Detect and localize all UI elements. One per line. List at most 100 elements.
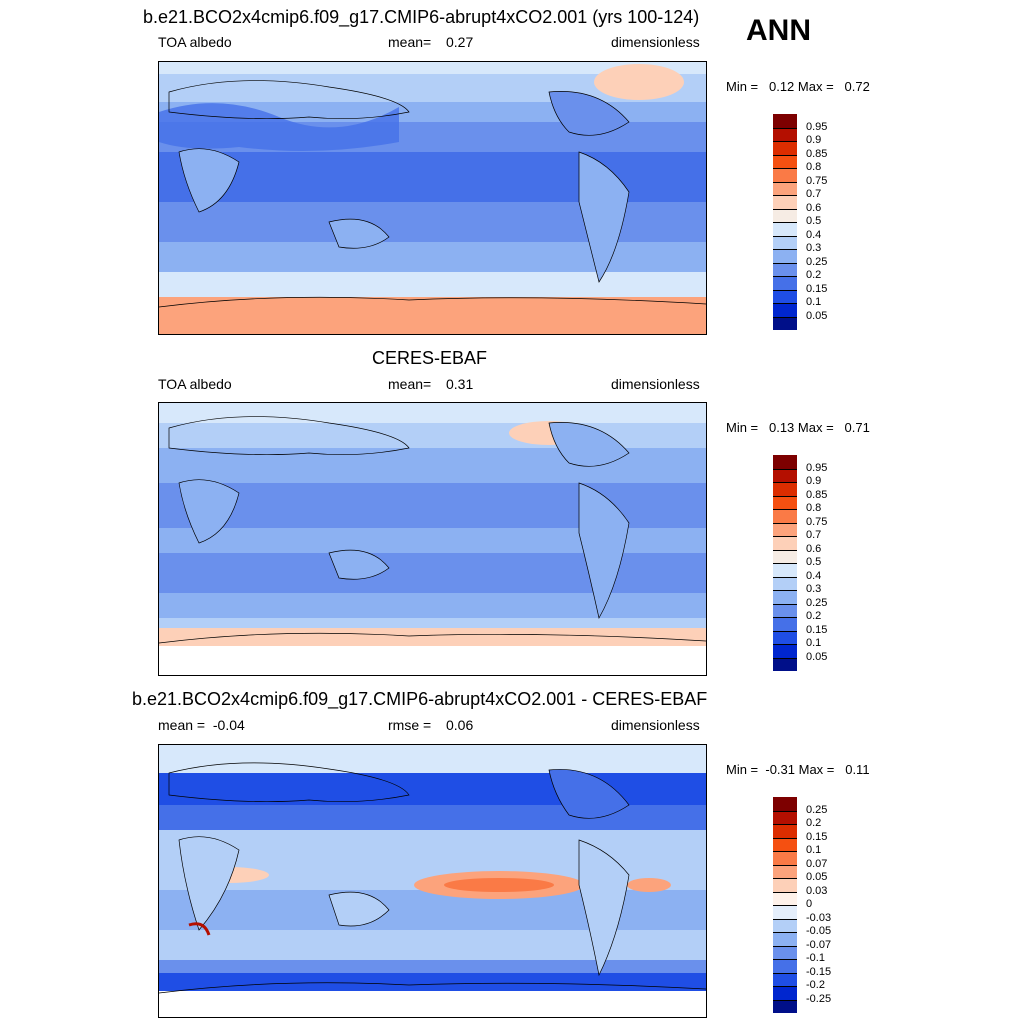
colorbar-swatch — [773, 905, 797, 919]
colorbar-level-label: 0.05 — [806, 309, 828, 322]
colorbar-level-label: 0 — [806, 898, 813, 910]
colorbar-swatch — [773, 168, 797, 182]
colorbar-level-label: 0.95 — [806, 461, 828, 474]
colorbar-swatch — [773, 932, 797, 946]
colorbar-level-label: -0.2 — [806, 979, 825, 991]
colorbar-level-label: 0.2 — [806, 610, 822, 622]
panel-3-map — [158, 744, 707, 1018]
colorbar-swatch — [773, 837, 797, 851]
panel-2-minmax: Min = 0.13 Max = 0.71 — [726, 420, 870, 435]
colorbar-swatch — [773, 644, 797, 658]
season-label: ANN — [746, 14, 811, 47]
colorbar-swatch — [773, 810, 797, 824]
colorbar-swatch — [773, 303, 797, 317]
colorbar-swatch — [773, 617, 797, 631]
panel-3-rmse-value: 0.06 — [446, 717, 474, 733]
colorbar-level-label: 0.07 — [806, 857, 828, 870]
colorbar-level-label: -0.05 — [806, 925, 832, 937]
colorbar-swatch — [773, 141, 797, 155]
colorbar-level-label: 0.5 — [806, 215, 822, 227]
colorbar-swatch — [773, 986, 797, 1000]
colorbar-level-label: 0.15 — [806, 623, 828, 636]
colorbar-swatch — [773, 127, 797, 141]
colorbar-level-label: 0.4 — [806, 228, 822, 241]
colorbar-swatch — [773, 262, 797, 276]
colorbar-level-label: 0.9 — [806, 134, 822, 146]
colorbar-level-label: 0.5 — [806, 556, 822, 568]
colorbar-swatch — [773, 590, 797, 604]
colorbar-level-label: 0.15 — [806, 830, 828, 843]
colorbar-level-label: 0.6 — [806, 201, 822, 214]
colorbar-swatch — [773, 603, 797, 617]
panel-3-mean: mean = -0.04 — [158, 717, 245, 733]
colorbar-swatch — [773, 824, 797, 838]
colorbar-level-label: -0.1 — [806, 952, 825, 964]
colorbar-swatch — [773, 851, 797, 865]
colorbar-swatch — [773, 468, 797, 482]
colorbar-swatch — [773, 918, 797, 932]
panel-1-units: dimensionless — [611, 34, 700, 50]
panel-3-units: dimensionless — [611, 717, 700, 733]
colorbar-swatch — [773, 999, 797, 1013]
colorbar-level-label: 0.05 — [806, 871, 828, 883]
panel-1-title: b.e21.BCO2x4cmip6.f09_g17.CMIP6-abrupt4x… — [143, 7, 700, 27]
colorbar-level-label: 0.2 — [806, 269, 822, 281]
panel-1-map — [158, 61, 707, 335]
colorbar-level-label: 0.3 — [806, 242, 822, 254]
colorbar-level-label: -0.25 — [806, 992, 832, 1005]
colorbar-level-label: -0.07 — [806, 938, 832, 951]
panel-2-variable: TOA albedo — [158, 376, 232, 392]
colorbar-swatch — [773, 864, 797, 878]
panel-1-variable: TOA albedo — [158, 34, 232, 50]
colorbar-swatch — [773, 972, 797, 986]
colorbar-level-label: 0.3 — [806, 583, 822, 595]
colorbar-swatch — [773, 945, 797, 959]
colorbar-swatch — [773, 509, 797, 523]
colorbar-level-label: 0.85 — [806, 488, 828, 501]
colorbar-level-label: 0.7 — [806, 188, 822, 200]
colorbar-level-label: 0.2 — [806, 817, 822, 829]
colorbar-swatch — [773, 316, 797, 330]
colorbar-level-label: 0.25 — [806, 803, 828, 816]
panel-1-minmax: Min = 0.12 Max = 0.72 — [726, 79, 870, 94]
colorbar-level-label: 0.1 — [806, 296, 822, 308]
colorbar-swatch — [773, 495, 797, 509]
panel-2-map — [158, 402, 707, 676]
colorbar-swatch — [773, 195, 797, 209]
panel-3-title: b.e21.BCO2x4cmip6.f09_g17.CMIP6-abrupt4x… — [132, 689, 708, 709]
panel-2-mean-key: mean= — [388, 376, 432, 392]
colorbar-level-label: 0.6 — [806, 542, 822, 555]
colorbar-swatch — [773, 222, 797, 236]
colorbar-level-label: 0.75 — [806, 174, 828, 187]
colorbar-swatch — [773, 455, 797, 469]
colorbar-swatch — [773, 114, 797, 128]
colorbar-swatch — [773, 289, 797, 303]
colorbar-level-label: 0.7 — [806, 529, 822, 541]
panel-3-rmse-key: rmse = — [388, 717, 432, 733]
panel-2-title: CERES-EBAF — [372, 348, 488, 368]
colorbar-level-label: 0.25 — [806, 596, 828, 609]
colorbar-swatch — [773, 891, 797, 905]
colorbar-swatch — [773, 208, 797, 222]
colorbar-swatch — [773, 249, 797, 263]
colorbar-swatch — [773, 959, 797, 973]
panel-2-units: dimensionless — [611, 376, 700, 392]
colorbar-level-label: 0.4 — [806, 569, 822, 582]
colorbar-level-label: 0.9 — [806, 475, 822, 487]
colorbar-swatch — [773, 276, 797, 290]
colorbar-swatch — [773, 536, 797, 550]
colorbar-level-label: 0.8 — [806, 502, 822, 514]
colorbar-swatch — [773, 630, 797, 644]
panel-1-mean-key: mean= — [388, 34, 432, 50]
colorbar-swatch — [773, 482, 797, 496]
colorbar-level-label: 0.85 — [806, 147, 828, 160]
colorbar-level-label: 0.25 — [806, 255, 828, 268]
colorbar-level-label: -0.15 — [806, 965, 832, 978]
colorbar-swatch — [773, 563, 797, 577]
colorbar-swatch — [773, 797, 797, 811]
colorbar-level-label: 0.1 — [806, 844, 822, 856]
colorbar-level-label: 0.05 — [806, 650, 828, 663]
colorbar-level-label: 0.15 — [806, 282, 828, 295]
colorbar-swatch — [773, 657, 797, 671]
colorbar-swatch — [773, 549, 797, 563]
